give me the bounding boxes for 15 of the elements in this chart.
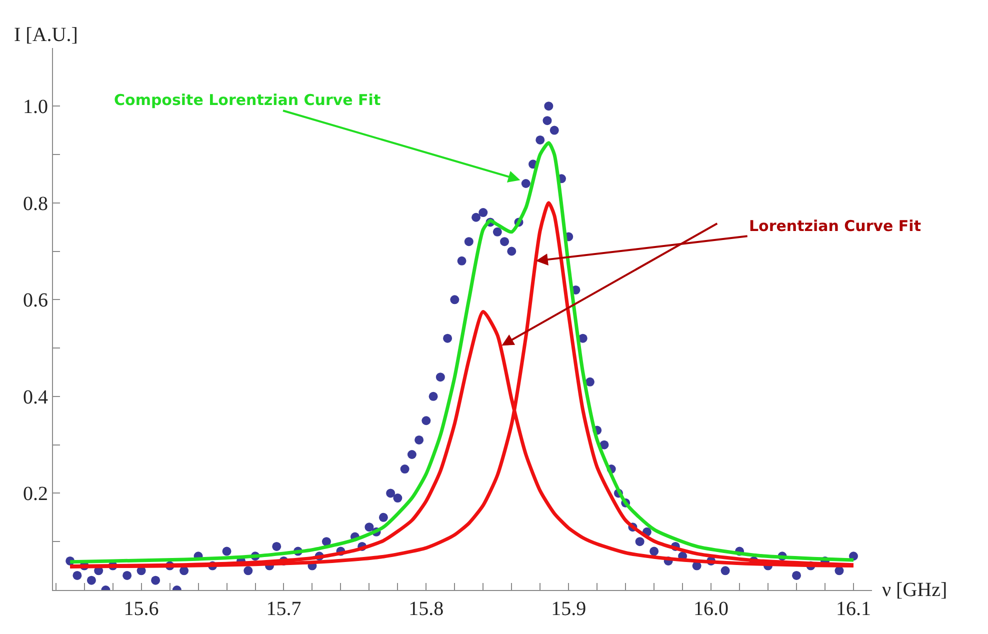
- y-tick-label: 0.6: [23, 290, 48, 312]
- x-tick-label: 16.1: [836, 598, 871, 620]
- x-axis-title: ν [GHz]: [882, 579, 948, 601]
- annotation: Lorentzian Curve Fit: [749, 217, 921, 235]
- y-axis-title: I [A.U.]: [14, 24, 78, 46]
- y-tick-label: 0.4: [23, 386, 48, 408]
- x-tick-label: 15.9: [551, 598, 586, 620]
- x-tick-label: 16.0: [694, 598, 729, 620]
- x-tick-label: 15.8: [408, 598, 444, 620]
- y-tick-label: 1.0: [23, 96, 48, 118]
- y-tick-label: 0.8: [23, 192, 48, 215]
- y-tick-label: 0.2: [23, 483, 48, 506]
- x-tick-label: 15.6: [124, 598, 159, 620]
- x-tick-label: 15.7: [266, 598, 302, 620]
- annotation: Composite Lorentzian Curve Fit: [114, 91, 381, 109]
